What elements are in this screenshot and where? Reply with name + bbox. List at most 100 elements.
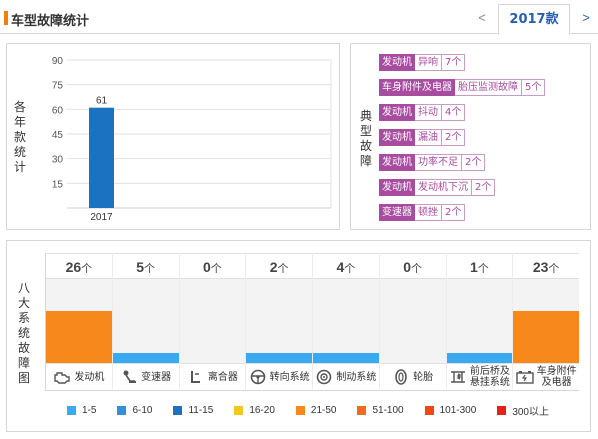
system-name-line: 制动系统: [336, 371, 377, 383]
vertical-label-char: 典: [359, 109, 372, 123]
vertical-label-char: 统: [13, 145, 26, 159]
system-column[interactable]: 5个变速器: [111, 253, 179, 391]
system-count-value: 1: [469, 259, 478, 275]
fault-count: 2个: [442, 129, 466, 146]
system-count-unit: 个: [144, 262, 156, 275]
y-tick-label: 60: [52, 105, 64, 116]
fault-count: 2个: [442, 204, 466, 221]
vertical-label-char: 各: [13, 100, 26, 114]
legend-swatch: [497, 406, 507, 415]
fault-count: 7个: [442, 54, 466, 71]
system-count-unit: 个: [344, 262, 356, 275]
y-tick-label: 45: [52, 130, 64, 141]
vertical-label-char: 系: [17, 311, 30, 325]
vertical-label-char: 故: [359, 139, 372, 153]
system-label: 转向系统: [246, 363, 312, 391]
legend-item: 6-10: [117, 403, 152, 418]
system-name-line: 车身附件: [536, 366, 577, 377]
system-bar-fill: [112, 352, 179, 363]
system-name-line: 转向系统: [269, 371, 310, 383]
suspension-icon: [449, 369, 467, 385]
fault-tag[interactable]: 发动机 发动机下沉 2个: [379, 179, 545, 196]
system-column[interactable]: 0个 离合器: [178, 253, 246, 391]
system-column[interactable]: 26个发动机: [45, 253, 112, 391]
system-label: 发动机: [46, 363, 112, 391]
fault-system: 车身附件及电器: [379, 79, 455, 96]
system-name-line: 前后桥及: [469, 366, 510, 377]
system-column[interactable]: 4个制动系统: [312, 253, 379, 391]
legend-item: 21-50: [295, 403, 337, 418]
fault-tag[interactable]: 变速器 顿挫 2个: [379, 204, 545, 221]
tab-year[interactable]: 2017款: [498, 4, 570, 35]
typical-faults-label: 典型故障: [359, 109, 373, 169]
system-label: 车身附件 及电器: [513, 363, 579, 391]
system-count-value: 23: [532, 259, 549, 275]
vertical-label-char: 款: [13, 130, 26, 144]
system-count-value: 26: [65, 259, 82, 275]
yearly-stats-panel: 各年款统计 15 30 45 60 75 90 61 2017: [6, 43, 340, 230]
legend-label: 21-50: [310, 405, 337, 416]
fault-tag[interactable]: 发动机 抖动 4个: [379, 104, 545, 121]
legend-item: 11-15: [173, 403, 213, 418]
system-count-value: 0: [202, 259, 211, 275]
legend-item: 16-20: [234, 403, 275, 418]
system-label: 制动系统: [313, 363, 379, 391]
system-count: 23个: [513, 253, 579, 279]
fault-tag[interactable]: 发动机 漏油 2个: [379, 129, 545, 146]
legend-item: 300以上: [497, 403, 549, 418]
fault-desc: 抖动: [415, 104, 442, 121]
fault-system: 发动机: [379, 104, 415, 121]
fault-tag[interactable]: 车身附件及电器 胎压监测故障 5个: [379, 79, 546, 96]
system-count-unit: 个: [81, 262, 93, 275]
vertical-label-char: 图: [17, 371, 30, 385]
x-tick-label: 2017: [90, 212, 113, 223]
vertical-label-char: 八: [17, 281, 30, 295]
fault-system: 发动机: [379, 154, 415, 171]
eight-systems-panel: 八大系统故障图 26个 发动机 5个 变速器 0个 离合器 2个 转向系统 4个 制动系统 0个 轮胎…: [6, 240, 591, 432]
legend-swatch: [234, 406, 244, 415]
fault-count: 2个: [462, 154, 486, 171]
system-column[interactable]: 23个车身附件 及电器: [512, 253, 579, 391]
system-column[interactable]: 0个轮胎: [378, 253, 446, 391]
vertical-label-char: 型: [359, 124, 372, 138]
fault-tag[interactable]: 发动机 功率不足 2个: [379, 154, 545, 171]
y-tick-label: 15: [52, 179, 64, 190]
prev-year-button[interactable]: <: [478, 10, 486, 25]
system-name-line: 及电器: [541, 377, 572, 388]
system-count: 0个: [379, 253, 446, 279]
fault-desc: 顿挫: [415, 204, 442, 221]
system-count-unit: 个: [277, 262, 289, 275]
system-bar-background: [446, 279, 513, 363]
fault-count: 5个: [522, 79, 546, 96]
fault-count: 4个: [442, 104, 466, 121]
fault-count: 2个: [472, 179, 496, 196]
system-name: 发动机: [74, 372, 104, 383]
system-label: 离合器: [179, 363, 246, 391]
system-bar-fill: [246, 352, 312, 363]
fault-desc: 功率不足: [415, 154, 462, 171]
fault-system: 发动机: [379, 54, 415, 71]
fault-tag[interactable]: 发动机 异响 7个: [379, 54, 545, 71]
system-column[interactable]: 2个 转向系统: [245, 253, 312, 391]
vertical-label-char: 年: [13, 115, 26, 129]
typical-faults-panel: 典型故障 发动机 异响 7个 车身附件及电器 胎压监测故障 5个 发动机 抖动 4个 发动机 漏油 2…: [350, 43, 591, 230]
system-count-unit: 个: [411, 262, 423, 275]
system-name-line: 离合器: [207, 371, 238, 383]
legend-item: 1-5: [67, 403, 96, 418]
system-label: 变速器: [112, 363, 179, 391]
system-bar-background: [179, 279, 246, 363]
brake-icon: [315, 369, 333, 385]
system-label: 轮胎: [379, 363, 446, 391]
system-count: 4个: [313, 253, 379, 279]
system-name: 离合器: [208, 372, 238, 383]
system-count-value: 5: [136, 259, 145, 275]
legend-swatch: [117, 406, 127, 415]
tire-icon: [392, 369, 410, 385]
system-name: 前后桥及 悬挂系统: [470, 366, 510, 388]
system-name: 车身附件 及电器: [537, 366, 577, 388]
system-column[interactable]: 1个 前后桥及 悬挂系统: [445, 253, 513, 391]
fault-desc: 发动机下沉: [415, 179, 472, 196]
steering-wheel-icon: [249, 369, 267, 385]
legend-item: 101-300: [424, 403, 476, 418]
next-year-button[interactable]: >: [582, 10, 590, 25]
